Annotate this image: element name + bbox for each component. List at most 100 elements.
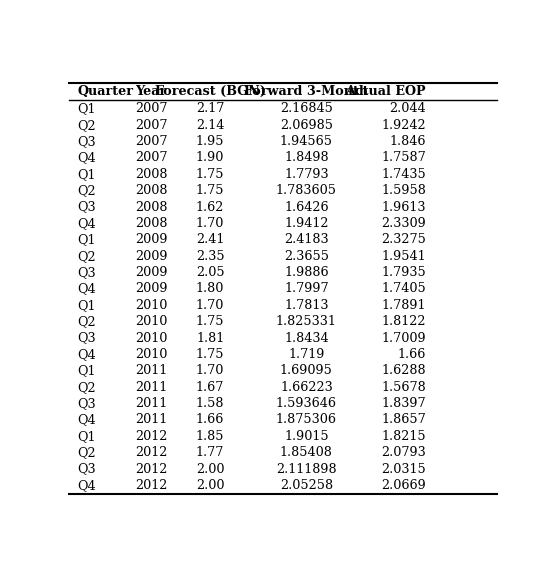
Text: Q4: Q4 — [77, 151, 96, 164]
Text: Q4: Q4 — [77, 414, 96, 426]
Text: 1.75: 1.75 — [196, 168, 225, 181]
Text: 2.14: 2.14 — [196, 119, 224, 132]
Text: 2009: 2009 — [135, 282, 168, 295]
Text: 2.044: 2.044 — [390, 102, 426, 115]
Text: 1.7793: 1.7793 — [284, 168, 329, 181]
Text: 1.6426: 1.6426 — [284, 201, 329, 213]
Text: 1.5678: 1.5678 — [381, 381, 426, 394]
Text: 1.783605: 1.783605 — [276, 184, 337, 197]
Text: 1.8498: 1.8498 — [284, 151, 329, 164]
Text: 2.06985: 2.06985 — [280, 119, 333, 132]
Text: Forecast (BGN): Forecast (BGN) — [155, 85, 266, 98]
Text: 2008: 2008 — [135, 184, 168, 197]
Text: 2007: 2007 — [135, 102, 168, 115]
Text: 1.9412: 1.9412 — [284, 217, 328, 230]
Text: Q2: Q2 — [77, 250, 96, 263]
Text: 1.875306: 1.875306 — [276, 414, 337, 426]
Text: 1.6288: 1.6288 — [381, 364, 426, 377]
Text: 1.94565: 1.94565 — [280, 135, 333, 148]
Text: 1.75: 1.75 — [196, 348, 225, 361]
Text: Q1: Q1 — [77, 299, 96, 312]
Text: 2012: 2012 — [135, 463, 168, 475]
Text: Q1: Q1 — [77, 168, 96, 181]
Text: 1.70: 1.70 — [196, 217, 224, 230]
Text: 1.846: 1.846 — [390, 135, 426, 148]
Text: 2.3655: 2.3655 — [284, 250, 329, 263]
Text: 1.95: 1.95 — [196, 135, 225, 148]
Text: 1.85408: 1.85408 — [280, 446, 333, 459]
Text: 1.81: 1.81 — [196, 332, 224, 344]
Text: 1.9242: 1.9242 — [381, 119, 426, 132]
Text: 2.16845: 2.16845 — [280, 102, 333, 115]
Text: 2008: 2008 — [135, 168, 168, 181]
Text: Q1: Q1 — [77, 102, 96, 115]
Text: 1.75: 1.75 — [196, 315, 225, 328]
Text: 1.593646: 1.593646 — [276, 397, 337, 410]
Text: Q1: Q1 — [77, 364, 96, 377]
Text: 2.00: 2.00 — [196, 479, 225, 492]
Text: 2010: 2010 — [135, 299, 168, 312]
Text: 1.77: 1.77 — [196, 446, 224, 459]
Text: 1.8122: 1.8122 — [382, 315, 426, 328]
Text: Q2: Q2 — [77, 381, 96, 394]
Text: 2.00: 2.00 — [196, 463, 225, 475]
Text: 2010: 2010 — [135, 315, 168, 328]
Text: 1.7997: 1.7997 — [284, 282, 329, 295]
Text: 1.5958: 1.5958 — [381, 184, 426, 197]
Text: 1.7435: 1.7435 — [381, 168, 426, 181]
Text: 1.825331: 1.825331 — [276, 315, 337, 328]
Text: 2.05258: 2.05258 — [280, 479, 333, 492]
Text: Q4: Q4 — [77, 282, 96, 295]
Text: 1.66: 1.66 — [196, 414, 224, 426]
Text: 1.9015: 1.9015 — [284, 430, 329, 443]
Text: 1.58: 1.58 — [196, 397, 225, 410]
Text: Q4: Q4 — [77, 479, 96, 492]
Text: 2012: 2012 — [135, 446, 168, 459]
Text: Q2: Q2 — [77, 446, 96, 459]
Text: 2009: 2009 — [135, 233, 168, 246]
Text: 1.9541: 1.9541 — [381, 250, 426, 263]
Text: Q4: Q4 — [77, 348, 96, 361]
Text: Quarter: Quarter — [77, 85, 134, 98]
Text: 2007: 2007 — [135, 119, 168, 132]
Text: Year: Year — [135, 85, 167, 98]
Text: Q3: Q3 — [77, 266, 96, 279]
Text: 2011: 2011 — [135, 397, 168, 410]
Text: 1.7935: 1.7935 — [381, 266, 426, 279]
Text: 1.70: 1.70 — [196, 364, 224, 377]
Text: 1.719: 1.719 — [288, 348, 325, 361]
Text: 2.0669: 2.0669 — [381, 479, 426, 492]
Text: 1.7405: 1.7405 — [381, 282, 426, 295]
Text: Q2: Q2 — [77, 315, 96, 328]
Text: 2.4183: 2.4183 — [284, 233, 329, 246]
Text: 1.67: 1.67 — [196, 381, 224, 394]
Text: 1.90: 1.90 — [196, 151, 224, 164]
Text: 1.66223: 1.66223 — [280, 381, 333, 394]
Text: 2011: 2011 — [135, 414, 168, 426]
Text: Q2: Q2 — [77, 119, 96, 132]
Text: 2.41: 2.41 — [196, 233, 224, 246]
Text: 2012: 2012 — [135, 479, 168, 492]
Text: 2010: 2010 — [135, 332, 168, 344]
Text: 2.3275: 2.3275 — [381, 233, 426, 246]
Text: Q4: Q4 — [77, 217, 96, 230]
Text: Q3: Q3 — [77, 332, 96, 344]
Text: 1.9613: 1.9613 — [382, 201, 426, 213]
Text: 2010: 2010 — [135, 348, 168, 361]
Text: 1.66: 1.66 — [398, 348, 426, 361]
Text: Q3: Q3 — [77, 463, 96, 475]
Text: 2008: 2008 — [135, 217, 168, 230]
Text: 1.8657: 1.8657 — [381, 414, 426, 426]
Text: 1.7009: 1.7009 — [381, 332, 426, 344]
Text: 1.7813: 1.7813 — [284, 299, 328, 312]
Text: 1.8215: 1.8215 — [381, 430, 426, 443]
Text: 1.9886: 1.9886 — [284, 266, 329, 279]
Text: 2.35: 2.35 — [196, 250, 225, 263]
Text: 1.62: 1.62 — [196, 201, 224, 213]
Text: 1.69095: 1.69095 — [280, 364, 333, 377]
Text: 2.0315: 2.0315 — [381, 463, 426, 475]
Text: 1.85: 1.85 — [196, 430, 225, 443]
Text: 1.80: 1.80 — [196, 282, 224, 295]
Text: 2.17: 2.17 — [196, 102, 224, 115]
Text: 2009: 2009 — [135, 266, 168, 279]
